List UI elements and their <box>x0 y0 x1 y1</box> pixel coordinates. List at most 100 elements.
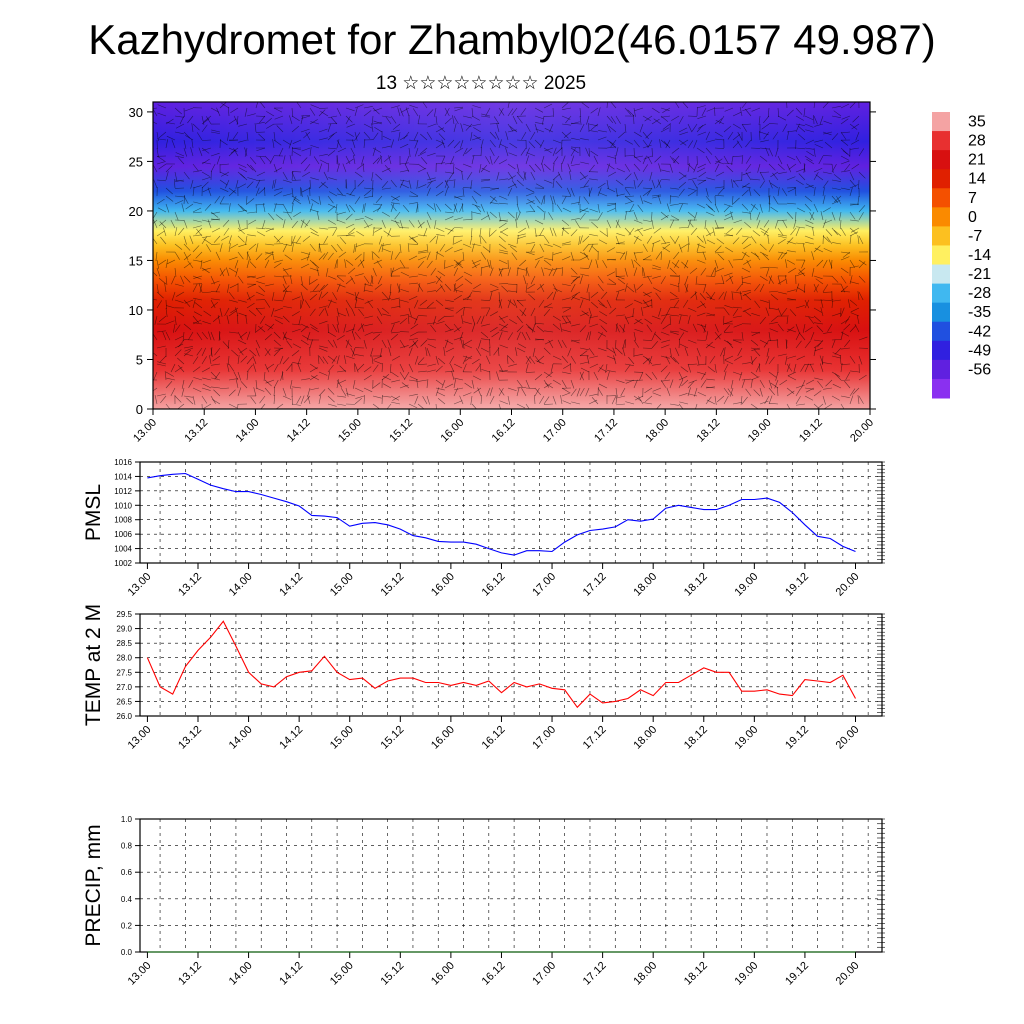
wind-barb <box>726 165 734 173</box>
wind-barb <box>760 171 770 173</box>
pmsl-xtick-label: 19.00 <box>733 571 761 599</box>
wind-barb <box>417 403 425 410</box>
wind-barb <box>318 389 326 397</box>
colorbar-label: 28 <box>968 133 986 150</box>
wind-barb <box>227 107 230 117</box>
wind-barb <box>716 395 725 403</box>
wind-barb <box>363 394 365 405</box>
wind-barb <box>651 267 661 271</box>
wind-barb <box>598 192 608 197</box>
wind-barb <box>203 238 212 245</box>
wind-barb <box>507 108 514 117</box>
wind-barb <box>195 227 203 235</box>
wind-barb <box>309 119 318 125</box>
wind-barb <box>782 219 788 229</box>
wind-barb <box>282 357 290 365</box>
wind-barb <box>539 395 545 404</box>
wind-barb <box>550 195 554 205</box>
wind-barb <box>804 155 813 162</box>
wind-barb <box>318 347 328 352</box>
wind-barb <box>455 259 464 266</box>
wind-barb <box>418 251 428 254</box>
wind-barb <box>426 152 436 157</box>
wind-barb <box>336 107 342 117</box>
wind-barb <box>390 371 399 378</box>
wind-barb <box>387 339 392 349</box>
wind-barb <box>845 371 851 381</box>
wind-barb <box>500 227 509 233</box>
wind-barb <box>351 139 356 149</box>
wind-barb <box>669 355 677 363</box>
wind-barb <box>697 251 707 253</box>
wind-barb <box>323 171 329 181</box>
wind-barb <box>759 147 769 150</box>
wind-barb <box>363 139 366 149</box>
wind-barb <box>453 283 456 293</box>
wind-barb <box>754 300 761 309</box>
wind-barb <box>471 107 474 117</box>
wind-barb <box>391 331 401 334</box>
wind-barb <box>849 388 856 397</box>
wind-barb <box>705 195 712 204</box>
wind-barb <box>804 395 814 401</box>
wind-barb <box>643 291 653 296</box>
wind-barb <box>629 203 635 213</box>
wind-barb <box>723 203 733 208</box>
wind-barb <box>364 315 374 319</box>
temp-panel: 26.026.527.027.528.028.529.029.513.00 13.… <box>82 604 885 752</box>
wind-barb <box>471 195 478 204</box>
wind-barb <box>293 198 302 205</box>
wind-barb <box>723 395 729 405</box>
wind-barb <box>417 167 427 173</box>
wind-barb <box>274 307 284 312</box>
wind-barb <box>699 293 707 301</box>
wind-barb <box>786 326 795 333</box>
wind-barb <box>642 115 651 121</box>
wind-barb <box>662 123 671 130</box>
wind-barb <box>831 339 841 341</box>
wind-barb <box>627 109 635 117</box>
wind-barb <box>219 268 226 277</box>
wind-barb <box>345 213 353 221</box>
wind-barb <box>795 396 801 405</box>
wind-barb <box>651 371 658 380</box>
wind-barb <box>192 187 195 197</box>
wind-barb <box>670 203 680 206</box>
wind-barb <box>588 399 598 405</box>
wind-barb <box>578 195 581 205</box>
wind-barb <box>525 387 536 389</box>
wind-barb <box>746 259 752 269</box>
wind-barb <box>803 163 806 173</box>
wind-barb <box>388 155 392 165</box>
wind-barb <box>768 147 773 157</box>
wind-barb <box>318 181 326 189</box>
wind-barb <box>741 331 744 341</box>
wind-barb <box>516 171 523 180</box>
wind-barb <box>390 203 395 213</box>
wind-barb <box>669 235 676 244</box>
wind-barb <box>750 347 760 350</box>
wind-barb <box>608 171 617 177</box>
wind-barb <box>682 299 689 308</box>
wind-barb <box>302 171 311 177</box>
wind-barb <box>759 180 766 189</box>
wind-barb <box>588 315 592 325</box>
wind-barb <box>419 299 428 306</box>
wind-barb <box>820 211 824 221</box>
wind-barb <box>152 352 158 357</box>
wind-barb <box>361 155 365 165</box>
wind-barb <box>310 375 320 381</box>
wind-barb <box>534 163 542 171</box>
wind-barb <box>530 171 536 181</box>
wind-barb <box>597 212 603 221</box>
wind-barb <box>656 403 662 410</box>
wind-barb <box>462 392 472 397</box>
wind-barb <box>697 392 707 397</box>
wind-barb <box>474 204 482 213</box>
wind-barb <box>426 369 436 373</box>
wind-barb <box>486 387 491 397</box>
wind-barb <box>569 171 572 181</box>
wind-barb <box>532 347 536 357</box>
wind-barb <box>485 355 491 365</box>
